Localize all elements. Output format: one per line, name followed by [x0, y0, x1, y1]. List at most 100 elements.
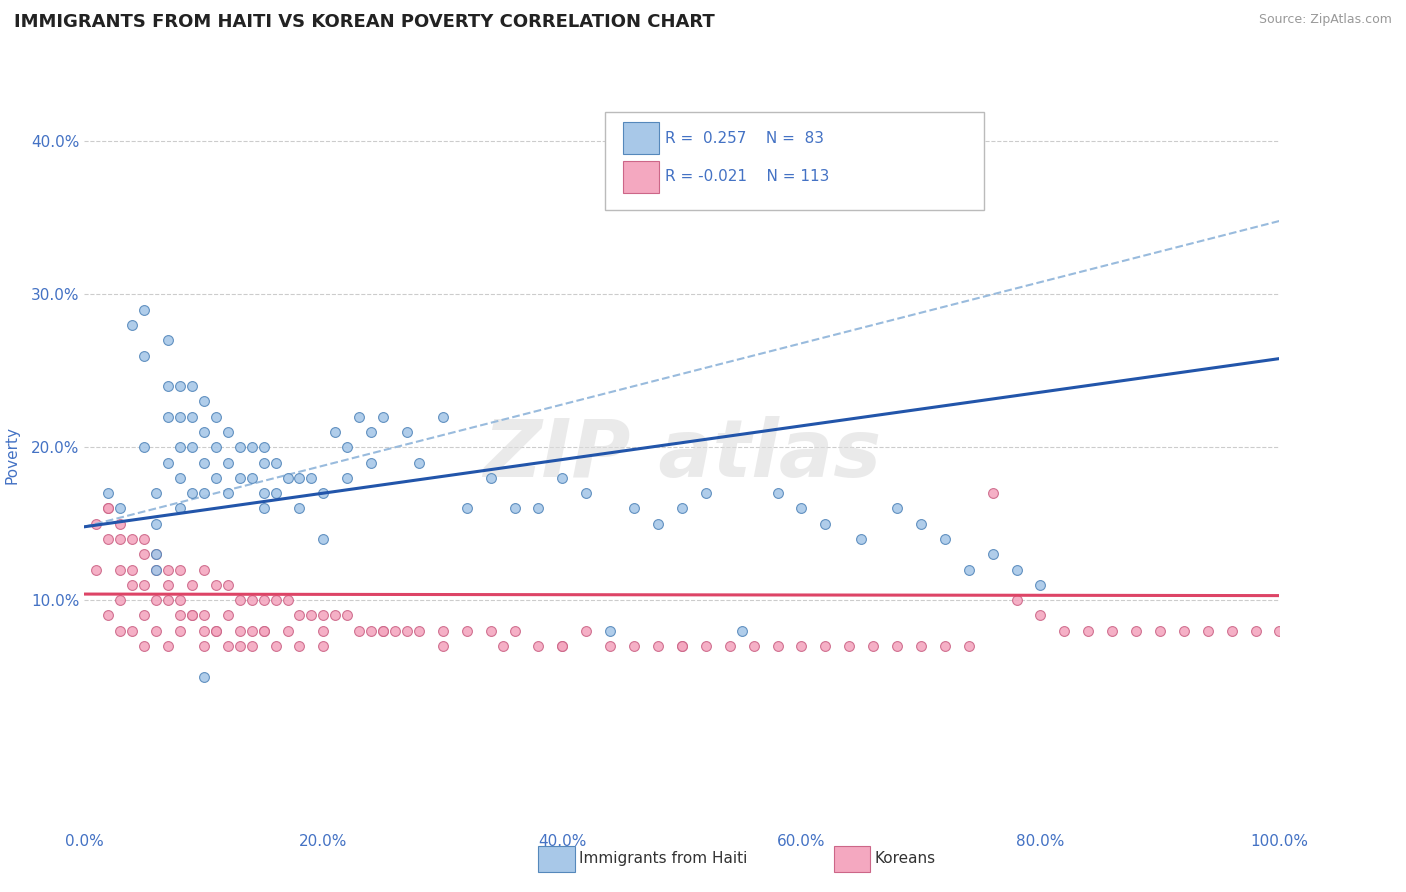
- Point: [145, 563, 167, 577]
- Point: [492, 639, 515, 653]
- Point: [766, 486, 789, 500]
- Point: [240, 593, 263, 607]
- Point: [145, 563, 167, 577]
- Point: [277, 624, 299, 638]
- Point: [205, 440, 228, 454]
- Point: [695, 486, 717, 500]
- Text: IMMIGRANTS FROM HAITI VS KOREAN POVERTY CORRELATION CHART: IMMIGRANTS FROM HAITI VS KOREAN POVERTY …: [14, 13, 714, 31]
- Point: [336, 608, 359, 623]
- Point: [157, 379, 180, 393]
- Point: [814, 516, 837, 531]
- Point: [349, 409, 371, 424]
- Point: [647, 516, 669, 531]
- Point: [110, 501, 132, 516]
- Point: [193, 394, 215, 409]
- Point: [957, 563, 980, 577]
- Y-axis label: Poverty: Poverty: [4, 425, 20, 484]
- Point: [132, 578, 156, 592]
- Point: [277, 593, 299, 607]
- Text: R = -0.021    N = 113: R = -0.021 N = 113: [665, 169, 830, 184]
- Point: [169, 379, 191, 393]
- Point: [97, 501, 120, 516]
- Point: [718, 639, 741, 653]
- Point: [240, 639, 263, 653]
- Point: [731, 624, 754, 638]
- Point: [886, 501, 908, 516]
- Text: R =  0.257    N =  83: R = 0.257 N = 83: [665, 131, 824, 145]
- Point: [253, 624, 276, 638]
- Point: [157, 456, 180, 470]
- Point: [86, 563, 108, 577]
- Point: [110, 563, 132, 577]
- Point: [205, 624, 228, 638]
- Point: [229, 639, 252, 653]
- Point: [217, 608, 239, 623]
- Point: [169, 440, 191, 454]
- Point: [229, 440, 252, 454]
- Point: [97, 501, 120, 516]
- Point: [229, 471, 252, 485]
- Point: [623, 501, 645, 516]
- Point: [551, 639, 574, 653]
- Point: [479, 471, 502, 485]
- Point: [253, 593, 276, 607]
- Point: [145, 624, 167, 638]
- Point: [288, 471, 311, 485]
- Point: [121, 318, 143, 332]
- Point: [551, 639, 574, 653]
- Point: [312, 486, 335, 500]
- Point: [264, 639, 287, 653]
- Point: [408, 624, 430, 638]
- Text: Source: ZipAtlas.com: Source: ZipAtlas.com: [1258, 13, 1392, 27]
- Point: [1077, 624, 1099, 638]
- Point: [325, 425, 347, 439]
- Point: [240, 471, 263, 485]
- Point: [373, 624, 395, 638]
- Point: [253, 501, 276, 516]
- Point: [240, 440, 263, 454]
- Text: Immigrants from Haiti: Immigrants from Haiti: [579, 852, 748, 866]
- Point: [336, 471, 359, 485]
- Point: [157, 563, 180, 577]
- Point: [910, 516, 932, 531]
- Point: [671, 639, 693, 653]
- Point: [575, 624, 598, 638]
- Point: [288, 501, 311, 516]
- Point: [373, 624, 395, 638]
- Point: [169, 624, 191, 638]
- Point: [408, 456, 430, 470]
- Point: [181, 409, 204, 424]
- Point: [360, 425, 382, 439]
- Point: [132, 639, 156, 653]
- Point: [157, 333, 180, 347]
- Point: [264, 593, 287, 607]
- Point: [264, 456, 287, 470]
- Point: [157, 593, 180, 607]
- Point: [157, 578, 180, 592]
- Point: [432, 624, 454, 638]
- Point: [671, 639, 693, 653]
- Point: [205, 409, 228, 424]
- Point: [121, 563, 143, 577]
- Point: [575, 486, 598, 500]
- Point: [1268, 624, 1291, 638]
- Point: [217, 456, 239, 470]
- Point: [312, 639, 335, 653]
- Point: [240, 624, 263, 638]
- Point: [432, 639, 454, 653]
- Point: [145, 547, 167, 561]
- Point: [169, 593, 191, 607]
- Text: ZIP atlas: ZIP atlas: [482, 416, 882, 494]
- Point: [217, 425, 239, 439]
- Point: [217, 578, 239, 592]
- Point: [981, 547, 1004, 561]
- Point: [1029, 578, 1052, 592]
- Point: [110, 532, 132, 546]
- Point: [169, 501, 191, 516]
- Point: [1149, 624, 1171, 638]
- Point: [181, 578, 204, 592]
- Point: [1244, 624, 1267, 638]
- Point: [1101, 624, 1123, 638]
- Point: [121, 624, 143, 638]
- Point: [312, 624, 335, 638]
